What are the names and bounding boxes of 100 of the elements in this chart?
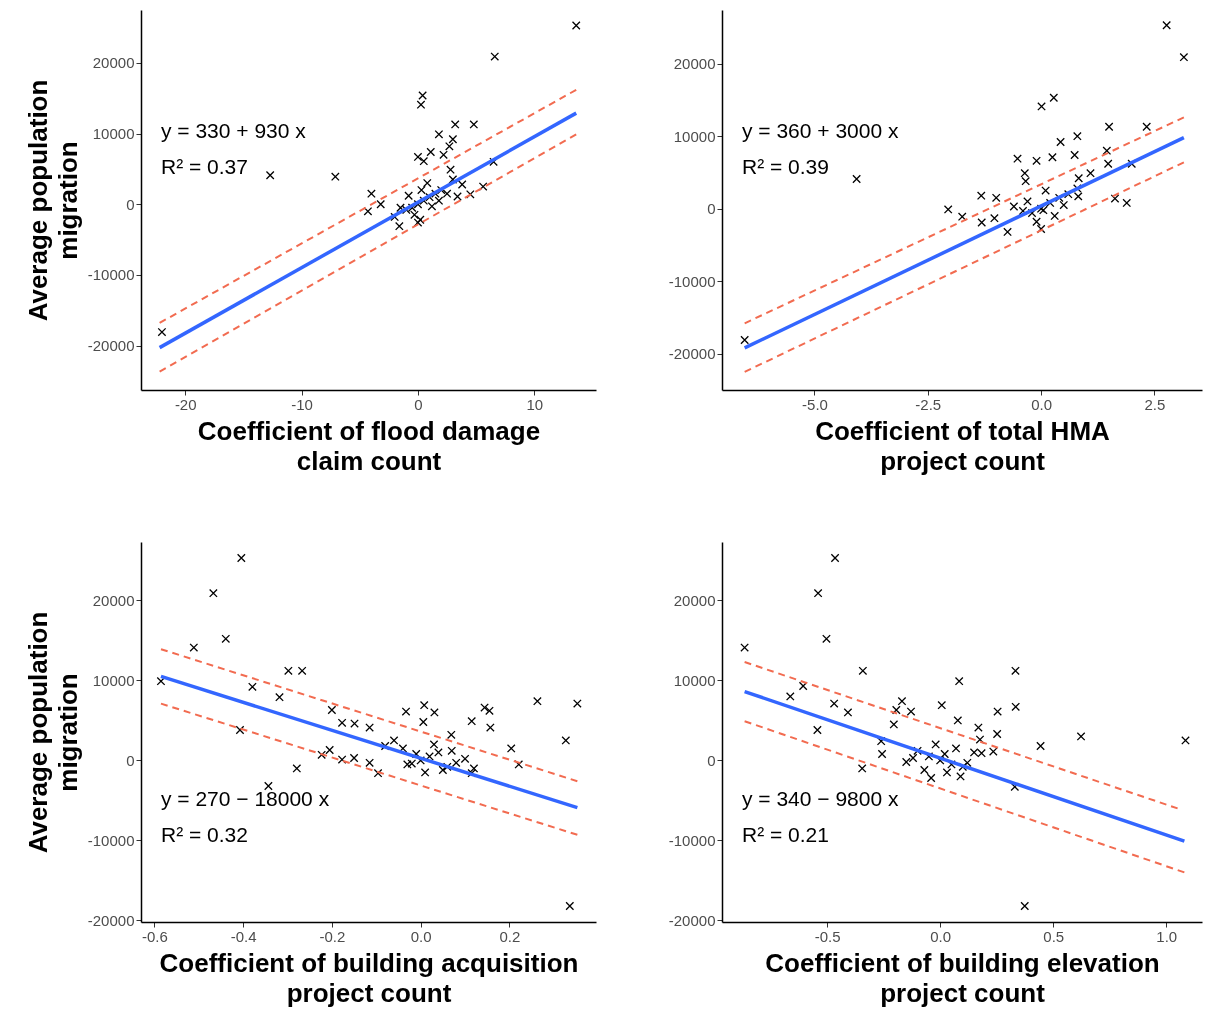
point [957,212,967,222]
point [411,749,421,759]
point [376,199,386,209]
point [235,725,245,735]
point [974,723,983,732]
point [284,666,293,676]
point [1020,168,1030,178]
y-tick-label: 20000 [92,591,135,609]
y-tick-label: 0 [126,751,135,769]
x-tick-label: -0.2 [319,927,346,945]
point [248,682,257,692]
point [1179,52,1189,62]
point [438,765,448,775]
point [877,749,887,759]
point [478,182,488,191]
point [1076,732,1086,741]
point [465,189,475,199]
point [1104,122,1114,132]
point [813,725,822,735]
point [889,720,899,729]
x-axis-title: Coefficient of flood damage claim count [197,415,541,476]
point [913,746,922,756]
x-axis-title: Coefficient of building acquisition project count [159,947,579,1008]
y-tick-label: -10000 [668,831,716,849]
y-tick-label: 10000 [673,127,716,145]
point [988,747,998,756]
point [897,696,907,706]
point [434,748,443,757]
point [1103,159,1113,169]
point [410,210,419,220]
point [434,196,444,206]
point [1048,152,1057,162]
point [430,708,439,717]
point [1023,197,1032,206]
point [445,141,454,151]
point [389,736,399,745]
y-tick-label: -10000 [87,266,135,284]
point [993,707,1002,716]
annotation: y = 360 + 3000 x [742,119,899,142]
point [401,707,411,716]
point [275,692,284,702]
point [236,553,246,563]
annotation: R² = 0.21 [742,823,829,846]
point [906,707,916,716]
point [467,716,477,726]
point [426,147,436,157]
annotation: R² = 0.39 [742,155,829,178]
point [490,52,500,61]
point [1086,168,1095,178]
x-tick-label: -10 [291,395,313,413]
x-tick-label: 1.0 [1156,927,1178,945]
point [943,205,953,214]
x-tick-label: -0.6 [141,927,168,945]
point [1020,901,1030,911]
x-tick-label: 10 [526,395,544,413]
point [891,705,901,715]
point [830,553,840,563]
point [798,681,808,691]
point [1102,146,1112,156]
point [265,170,275,180]
point [434,129,444,139]
point [829,699,839,708]
point [956,772,965,781]
point [931,740,941,749]
point [1036,741,1045,751]
point [1142,122,1152,132]
point [573,699,582,708]
point [1011,702,1021,712]
point [858,666,868,676]
y-tick-label: 0 [126,195,135,213]
point [221,634,231,644]
point [209,588,218,598]
point [451,758,461,768]
point [951,744,961,753]
point [363,206,373,216]
point [962,758,972,768]
x-tick-label: 0.0 [1031,395,1053,413]
point [937,700,947,710]
point [991,193,1001,203]
annotation: y = 340 − 9800 x [742,787,899,810]
y-tick-label: 20000 [673,55,716,73]
point [418,91,427,100]
point [926,773,936,783]
point [908,753,918,763]
point [822,634,831,644]
point [394,221,404,231]
annotation: R² = 0.32 [161,823,248,846]
point [1162,20,1171,30]
y-tick-label: 10000 [673,671,716,689]
y-tick-label: -20000 [87,911,135,929]
point [1110,194,1120,203]
y-tick-label: 10000 [92,125,135,143]
point [1011,666,1020,676]
point [533,696,542,706]
point [407,759,417,768]
point [1122,198,1132,208]
point [418,717,428,727]
point [561,736,571,745]
y-tick-label: -20000 [87,337,135,354]
point [189,643,199,652]
